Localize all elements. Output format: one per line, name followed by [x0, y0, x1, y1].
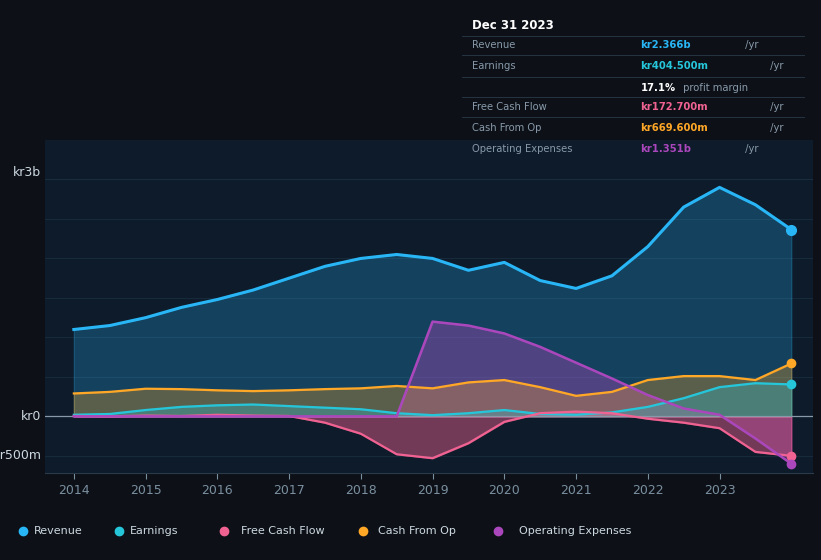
- Text: kr3b: kr3b: [13, 166, 41, 179]
- Text: Operating Expenses: Operating Expenses: [472, 144, 573, 153]
- Text: profit margin: profit margin: [680, 83, 748, 92]
- Text: -kr500m: -kr500m: [0, 449, 41, 463]
- Text: Dec 31 2023: Dec 31 2023: [472, 18, 554, 31]
- Text: kr669.600m: kr669.600m: [640, 123, 708, 133]
- Text: Free Cash Flow: Free Cash Flow: [241, 526, 324, 535]
- Text: Cash From Op: Cash From Op: [378, 526, 456, 535]
- Text: Earnings: Earnings: [131, 526, 179, 535]
- Text: kr0: kr0: [21, 410, 41, 423]
- Text: kr172.700m: kr172.700m: [640, 102, 708, 112]
- Text: kr404.500m: kr404.500m: [640, 61, 709, 71]
- Text: Free Cash Flow: Free Cash Flow: [472, 102, 547, 112]
- Text: /yr: /yr: [742, 40, 759, 50]
- Text: Revenue: Revenue: [472, 40, 516, 50]
- Text: Revenue: Revenue: [34, 526, 83, 535]
- Text: Cash From Op: Cash From Op: [472, 123, 542, 133]
- Text: /yr: /yr: [742, 144, 759, 153]
- Text: /yr: /yr: [768, 102, 784, 112]
- Text: Operating Expenses: Operating Expenses: [519, 526, 631, 535]
- Text: kr1.351b: kr1.351b: [640, 144, 691, 153]
- Text: /yr: /yr: [768, 123, 784, 133]
- Text: /yr: /yr: [768, 61, 784, 71]
- Text: kr2.366b: kr2.366b: [640, 40, 691, 50]
- Text: Earnings: Earnings: [472, 61, 516, 71]
- Text: 17.1%: 17.1%: [640, 83, 676, 92]
